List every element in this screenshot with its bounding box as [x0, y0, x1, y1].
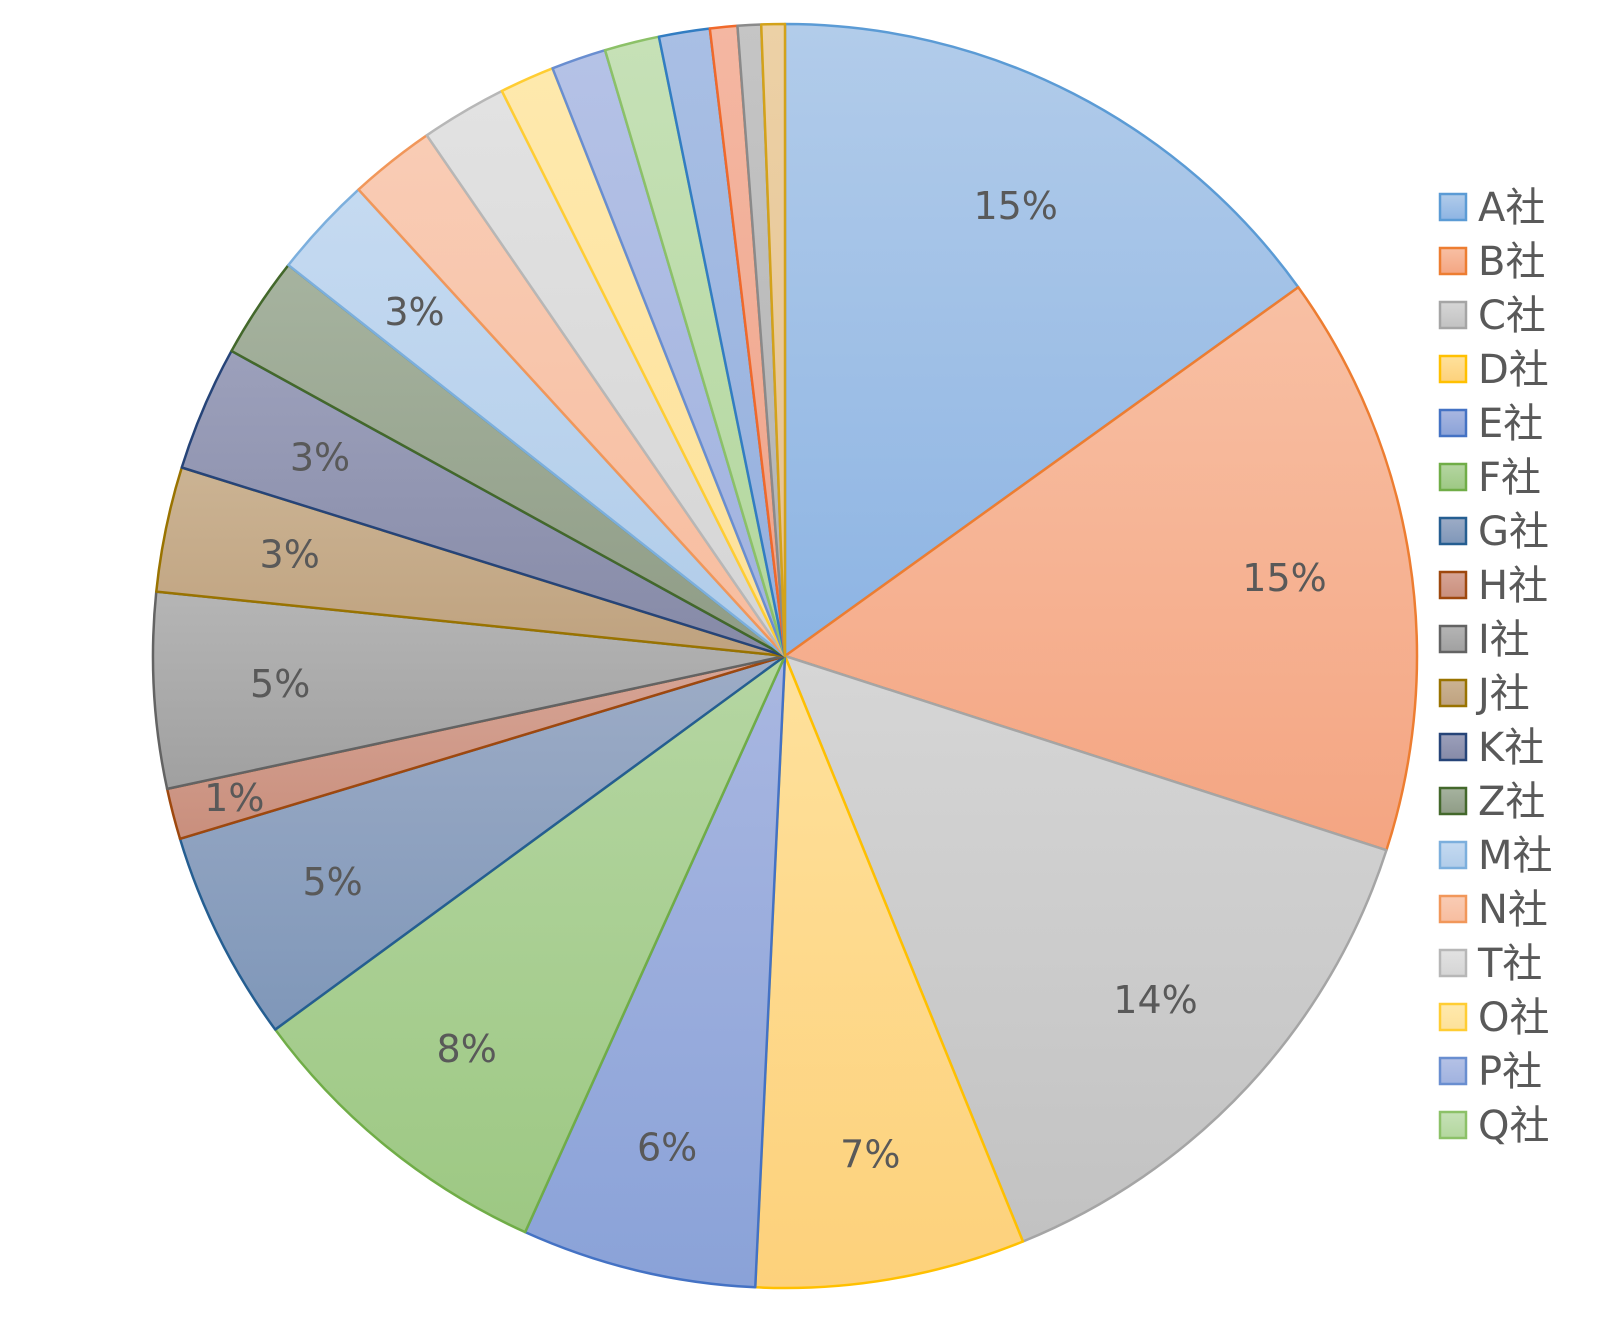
data-label: 6%	[637, 1126, 697, 1170]
legend-label: G社	[1478, 509, 1549, 555]
data-label: 15%	[1242, 556, 1326, 600]
legend-label: F社	[1478, 455, 1541, 501]
legend-swatch	[1438, 678, 1468, 708]
pie-slice	[783, 654, 1388, 1243]
legend-swatch	[1438, 1110, 1468, 1140]
legend-swatch	[1438, 894, 1468, 924]
legend-label: O社	[1478, 995, 1549, 1041]
pie-slices	[151, 22, 1419, 1290]
pie-slice	[754, 654, 1025, 1290]
data-label: 1%	[204, 776, 264, 820]
chart-legend: A社 B社 C社 D社 E社 F社 G社 H社 I社 J社 K社 Z社 M社 N社 T社 O社 P社 Q社	[1438, 185, 1553, 1149]
legend-label: B社	[1478, 239, 1545, 285]
data-label: 15%	[973, 184, 1057, 228]
legend-swatch	[1438, 786, 1468, 816]
legend-swatch	[1438, 948, 1468, 978]
legend-label: K社	[1478, 725, 1544, 771]
legend-label: C社	[1478, 293, 1546, 339]
data-label: 3%	[260, 532, 320, 576]
pie-slice	[273, 654, 787, 1234]
legend-label: E社	[1478, 401, 1543, 447]
pie-slice	[523, 654, 787, 1289]
legend-label: Z社	[1478, 779, 1545, 825]
legend-label: T社	[1477, 941, 1542, 987]
legend-swatch	[1438, 1056, 1468, 1086]
data-label: 5%	[250, 662, 310, 706]
data-label: 7%	[840, 1132, 900, 1176]
legend-label: J社	[1475, 671, 1530, 717]
legend-label: H社	[1478, 563, 1548, 609]
legend-swatch	[1438, 354, 1468, 384]
pie-slice	[783, 286, 1419, 852]
data-label: 3%	[384, 290, 444, 334]
pie-slice	[759, 22, 787, 658]
legend-label: I社	[1478, 617, 1530, 663]
legend-swatch	[1438, 192, 1468, 222]
legend-label: A社	[1478, 185, 1545, 231]
legend-label: M社	[1478, 833, 1553, 879]
legend-swatch	[1438, 624, 1468, 654]
legend-swatch	[1438, 246, 1468, 276]
data-label: 5%	[302, 860, 362, 904]
legend-swatch	[1438, 516, 1468, 546]
legend-swatch	[1438, 300, 1468, 330]
data-label: 14%	[1113, 978, 1197, 1022]
legend-swatch	[1438, 1002, 1468, 1032]
legend-swatch	[1438, 570, 1468, 600]
pie-slice	[178, 654, 787, 1031]
legend-swatch	[1438, 462, 1468, 492]
legend-label: P社	[1478, 1049, 1542, 1095]
legend-swatch	[1438, 840, 1468, 870]
legend-label: N社	[1478, 887, 1548, 933]
data-label: 3%	[290, 436, 350, 480]
legend-label: Q社	[1478, 1103, 1549, 1149]
data-label: 8%	[437, 1027, 497, 1071]
pie-slice	[783, 22, 1300, 658]
legend-swatch	[1438, 408, 1468, 438]
legend-label: D社	[1478, 347, 1549, 393]
pie-data-labels: 15% 15% 14% 7% 6% 8% 5% 1% 5% 3% 3% 3%	[204, 184, 1327, 1176]
legend-swatch	[1438, 732, 1468, 762]
